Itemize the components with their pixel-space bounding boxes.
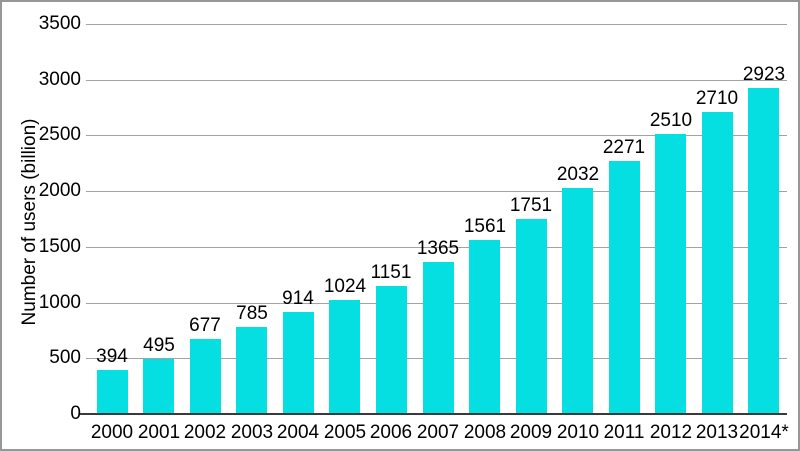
x-tick-label: 2005 <box>323 422 367 443</box>
y-tick-label: 3000 <box>38 69 81 90</box>
bar-2005 <box>329 300 360 414</box>
bar-2012 <box>655 134 686 414</box>
gridline-3000 <box>86 80 787 81</box>
bar-2007 <box>423 262 454 414</box>
y-tick-label: 1000 <box>38 292 81 313</box>
bar-2013 <box>702 112 733 414</box>
y-tick-label: 0 <box>70 403 81 424</box>
value-label: 677 <box>189 315 221 336</box>
value-label: 2923 <box>742 64 786 85</box>
x-tick-label: 2001 <box>137 422 181 443</box>
bar-2006 <box>376 286 407 414</box>
bar-2009 <box>516 219 547 414</box>
x-tick-label: 2012 <box>649 422 693 443</box>
bar-2011 <box>609 161 640 414</box>
x-tick-label: 2013 <box>695 422 739 443</box>
y-tick-label: 3500 <box>38 13 81 34</box>
gridline-1500 <box>86 247 787 248</box>
value-label: 2271 <box>602 137 646 158</box>
x-axis-line <box>80 413 787 415</box>
bar-2010 <box>562 188 593 414</box>
bar-2001 <box>143 359 174 414</box>
y-tick-label: 2000 <box>38 180 81 201</box>
bar-2003 <box>236 327 267 414</box>
bar-2008 <box>469 240 500 414</box>
x-tick-label: 2008 <box>463 422 507 443</box>
value-label: 914 <box>282 288 314 309</box>
value-label: 2510 <box>649 110 693 131</box>
value-label: 394 <box>96 346 128 367</box>
value-label: 495 <box>143 335 175 356</box>
x-tick-label: 2003 <box>230 422 274 443</box>
y-tick-label: 500 <box>49 347 81 368</box>
value-label: 1024 <box>323 276 367 297</box>
y-tick-label: 2500 <box>38 124 81 145</box>
x-tick-label: 2014* <box>739 422 789 443</box>
bar-2014* <box>748 88 779 414</box>
value-label: 1365 <box>416 238 460 259</box>
y-tick-label: 1500 <box>38 236 81 257</box>
value-label: 1751 <box>509 195 553 216</box>
gridline-3500 <box>86 24 787 25</box>
bar-2004 <box>283 312 314 414</box>
x-tick-label: 2006 <box>369 422 413 443</box>
gridline-2500 <box>86 135 787 136</box>
x-tick-label: 2010 <box>556 422 600 443</box>
gridline-2000 <box>86 191 787 192</box>
value-label: 785 <box>236 303 268 324</box>
x-tick-label: 2004 <box>276 422 320 443</box>
value-label: 1151 <box>370 262 412 283</box>
x-tick-label: 2009 <box>509 422 553 443</box>
bar-2000 <box>97 370 128 414</box>
bar-2002 <box>190 339 221 414</box>
value-label: 2032 <box>556 164 600 185</box>
x-tick-label: 2011 <box>603 422 645 443</box>
value-label: 1561 <box>463 216 507 237</box>
value-label: 2710 <box>695 88 739 109</box>
x-tick-label: 2007 <box>416 422 460 443</box>
x-tick-label: 2000 <box>90 422 134 443</box>
x-tick-label: 2002 <box>183 422 227 443</box>
